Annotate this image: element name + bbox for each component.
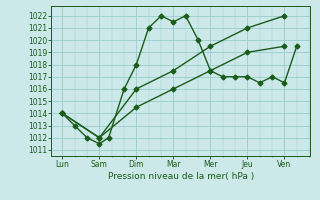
X-axis label: Pression niveau de la mer( hPa ): Pression niveau de la mer( hPa ) (108, 172, 254, 181)
